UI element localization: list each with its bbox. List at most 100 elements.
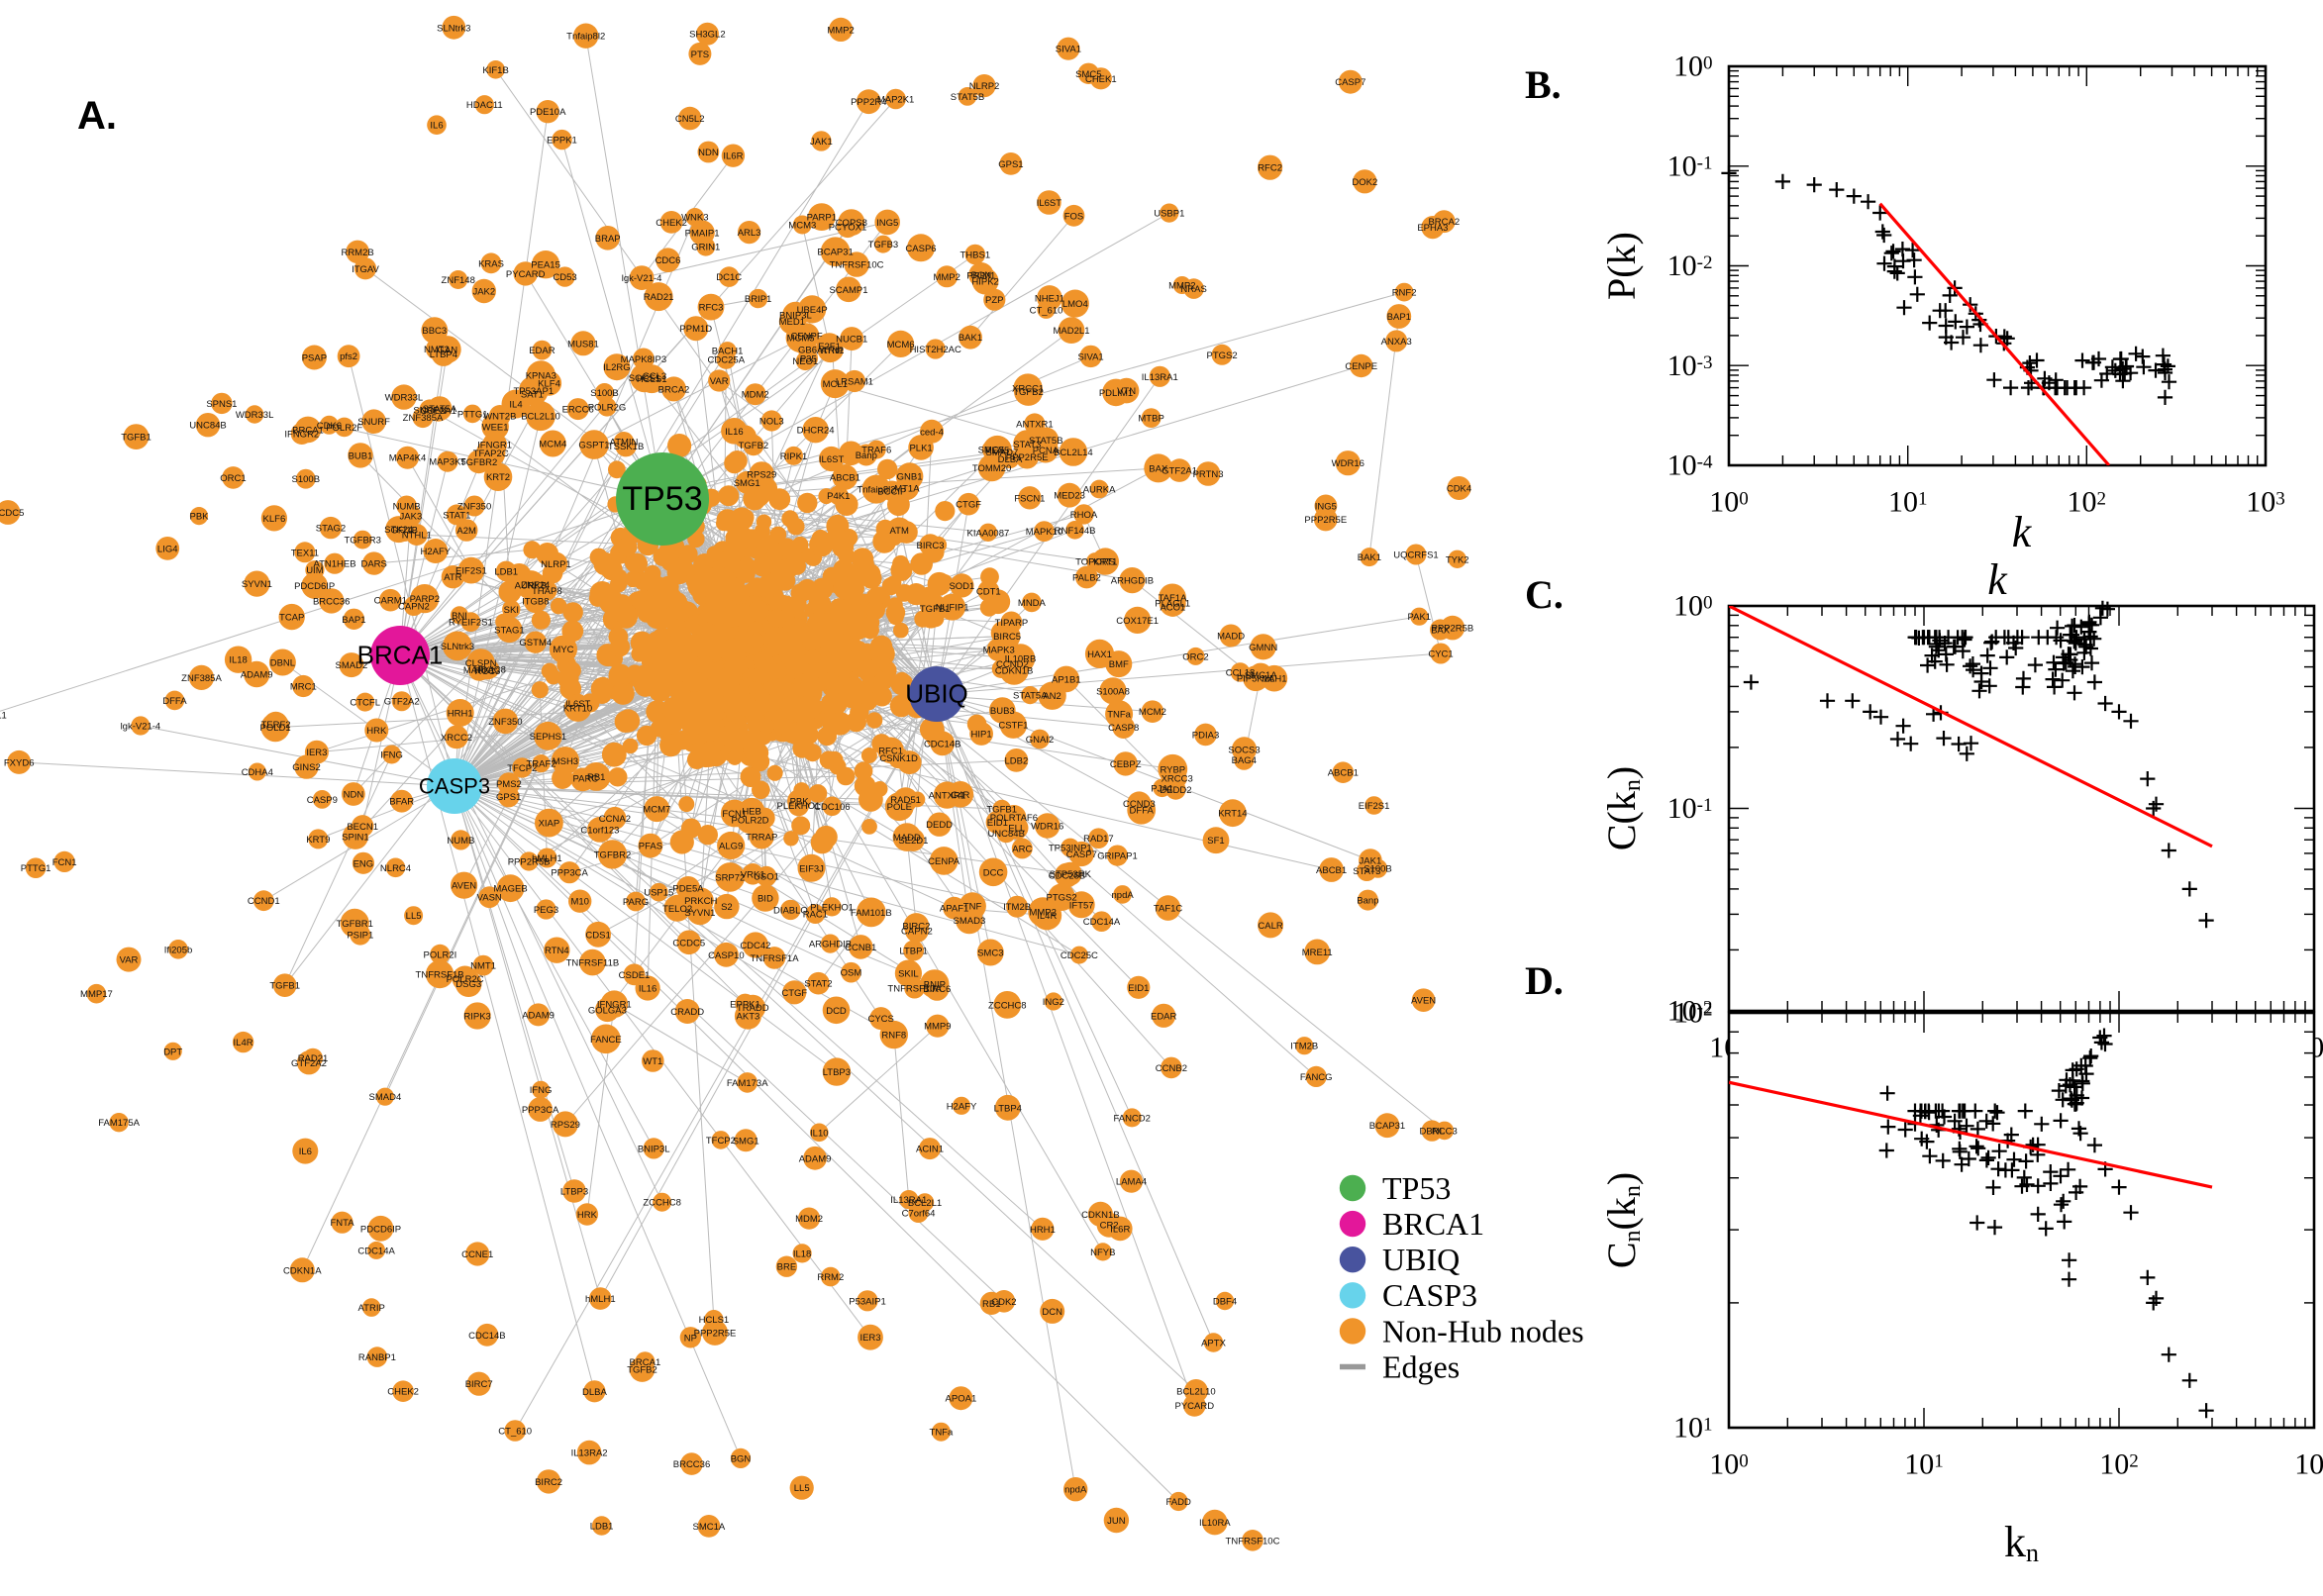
svg-text:DIABLO: DIABLO [773, 905, 808, 916]
svg-text:STAT5B: STAT5B [951, 92, 985, 103]
svg-text:CASP3: CASP3 [419, 773, 490, 798]
svg-text:IL4R: IL4R [234, 1038, 253, 1048]
svg-text:RTN4: RTN4 [545, 946, 569, 956]
svg-text:CCNE1: CCNE1 [461, 1249, 493, 1260]
svg-text:CCL3: CCL3 [643, 371, 666, 382]
svg-text:IER3: IER3 [306, 748, 327, 758]
svg-text:ANTXR1: ANTXR1 [929, 791, 965, 802]
svg-text:TNFRSF10C: TNFRSF10C [1226, 1536, 1280, 1546]
svg-text:DCN: DCN [1042, 1307, 1062, 1318]
svg-text:CENPA: CENPA [928, 856, 960, 867]
svg-text:RAD21: RAD21 [298, 1053, 329, 1064]
svg-text:DCD: DCD [826, 1006, 847, 1017]
svg-text:PYCARD: PYCARD [1175, 1401, 1215, 1412]
svg-text:ING5: ING5 [1315, 501, 1337, 512]
svg-text:SKI: SKI [504, 605, 519, 616]
svg-text:COX17E1: COX17E1 [1116, 616, 1159, 627]
svg-text:GTF2A2: GTF2A2 [384, 697, 420, 708]
svg-text:CCDC5: CCDC5 [0, 508, 24, 519]
svg-text:CHEK2: CHEK2 [656, 218, 687, 229]
svg-text:Banp: Banp [1357, 896, 1378, 907]
svg-text:DC1C: DC1C [716, 272, 742, 283]
svg-text:SMAD4: SMAD4 [369, 1092, 402, 1103]
svg-text:MDM2: MDM2 [795, 1214, 823, 1225]
svg-text:FADD: FADD [1166, 1497, 1191, 1508]
svg-text:IFNG: IFNG [380, 750, 403, 761]
svg-text:MNDA: MNDA [1018, 598, 1047, 609]
svg-text:STP53RK: STP53RK [1050, 869, 1092, 880]
svg-text:TGFB1: TGFB1 [269, 981, 300, 992]
svg-text:TRAF2: TRAF2 [526, 759, 556, 770]
svg-text:MADD: MADD [1217, 632, 1245, 643]
svg-text:SMC5: SMC5 [1075, 69, 1101, 80]
svg-text:CDC25A: CDC25A [708, 355, 746, 366]
svg-text:JAK2: JAK2 [472, 287, 495, 298]
svg-text:STAG1: STAG1 [494, 626, 524, 637]
svg-text:HRH1: HRH1 [448, 709, 473, 720]
svg-text:VRK1: VRK1 [741, 869, 765, 880]
svg-text:IL16: IL16 [639, 984, 657, 995]
svg-text:WDR16: WDR16 [1332, 458, 1364, 469]
svg-text:PPP2R5B: PPP2R5B [508, 857, 551, 868]
svg-text:CSTF1: CSTF1 [998, 721, 1028, 732]
svg-text:NLRC4: NLRC4 [380, 863, 411, 874]
svg-text:EDAR: EDAR [529, 346, 556, 356]
svg-text:TNFa: TNFa [930, 1428, 954, 1439]
svg-text:MADD: MADD [893, 833, 921, 844]
svg-text:CTGF: CTGF [956, 500, 981, 511]
svg-text:S100B: S100B [292, 474, 321, 485]
svg-text:PARC: PARC [573, 774, 599, 785]
svg-text:RPS29: RPS29 [747, 470, 776, 481]
svg-text:AP1B1: AP1B1 [1052, 674, 1081, 685]
svg-text:FSCN1: FSCN1 [1014, 493, 1045, 504]
svg-text:ZCCHC8: ZCCHC8 [988, 1000, 1027, 1011]
svg-text:FCN1: FCN1 [52, 857, 77, 868]
svg-text:PAK1: PAK1 [1408, 612, 1432, 623]
svg-text:TRAF6: TRAF6 [861, 446, 891, 456]
svg-text:NMT2: NMT2 [424, 345, 450, 355]
svg-text:NMT1: NMT1 [470, 961, 496, 972]
svg-text:EPHA3: EPHA3 [1417, 223, 1448, 234]
svg-text:CTCFL: CTCFL [350, 698, 380, 709]
svg-text:SH3GL2: SH3GL2 [689, 30, 725, 41]
svg-text:MUS81: MUS81 [567, 339, 599, 349]
svg-text:HRK: HRK [577, 1210, 598, 1221]
svg-text:PDLIM1: PDLIM1 [1099, 388, 1133, 399]
svg-text:SMG1: SMG1 [733, 1136, 759, 1147]
svg-text:CN5L2: CN5L2 [675, 114, 705, 125]
svg-text:ELL: ELL [1008, 824, 1025, 835]
svg-text:IL18: IL18 [793, 1248, 812, 1259]
svg-text:CYC1: CYC1 [1428, 649, 1453, 660]
svg-text:TEX11: TEX11 [291, 548, 319, 558]
svg-text:FOS: FOS [1064, 211, 1084, 222]
svg-text:MCM7: MCM7 [643, 805, 670, 816]
svg-text:PEG3: PEG3 [534, 905, 558, 916]
svg-text:hMLH1: hMLH1 [585, 1294, 616, 1305]
svg-text:HDAC11: HDAC11 [466, 100, 503, 111]
svg-text:KRT14: KRT14 [1218, 809, 1247, 820]
svg-text:PZP: PZP [985, 295, 1003, 306]
svg-text:H2AFY: H2AFY [420, 547, 451, 557]
svg-text:SAT1: SAT1 [521, 389, 544, 400]
svg-text:TNF: TNF [963, 902, 982, 913]
svg-text:CHEK2: CHEK2 [387, 1387, 419, 1398]
svg-text:DBF4: DBF4 [1213, 1297, 1237, 1308]
svg-text:RFC2: RFC2 [1258, 163, 1282, 174]
svg-text:BRCA1: BRCA1 [630, 1357, 661, 1368]
svg-text:RNF8: RNF8 [881, 1031, 906, 1042]
svg-text:M10: M10 [570, 897, 588, 908]
svg-text:S100B: S100B [590, 388, 619, 399]
svg-text:MMP2: MMP2 [827, 25, 854, 36]
svg-text:DBNL: DBNL [1420, 1127, 1445, 1138]
svg-text:CDC14A: CDC14A [357, 1246, 395, 1256]
svg-text:JAK1: JAK1 [810, 137, 833, 148]
svg-text:GNAI2: GNAI2 [1026, 735, 1055, 746]
svg-text:103: 103 [2294, 1448, 2323, 1481]
svg-text:C7orf64: C7orf64 [902, 1208, 936, 1219]
svg-text:TFCP2: TFCP2 [706, 1136, 736, 1147]
svg-text:RFC1: RFC1 [878, 746, 903, 756]
svg-text:TSSK1B: TSSK1B [608, 442, 644, 452]
svg-text:IL10RA: IL10RA [1199, 1518, 1231, 1529]
svg-text:DPT: DPT [163, 1047, 182, 1057]
svg-text:PBK: PBK [189, 512, 209, 523]
